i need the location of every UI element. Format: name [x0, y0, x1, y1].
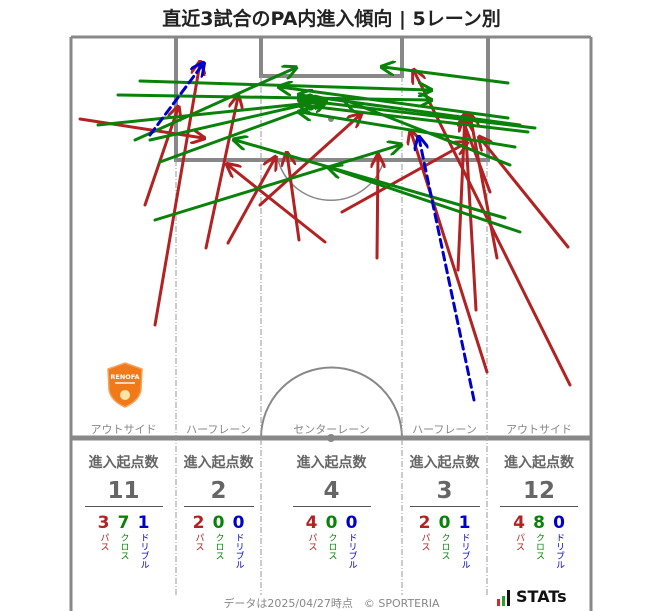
- cross-count: 8: [533, 513, 545, 533]
- pass-arrow: [456, 115, 465, 272]
- dribble-label: ドリブル: [346, 533, 357, 569]
- pass-label: パス: [193, 533, 204, 551]
- pass-count: 4: [305, 513, 318, 533]
- dribble-label: ドリブル: [233, 533, 244, 569]
- cross-arrow: [330, 168, 522, 234]
- cross-count: 0: [212, 513, 225, 533]
- pass-arrow: [228, 165, 327, 244]
- dribble-count: 0: [345, 513, 358, 533]
- lane-label-right-halfspace: ハーフレーン: [412, 423, 477, 436]
- pass-arrow: [377, 156, 378, 260]
- lane-stats-left-outside: 進入起点数 11 3 パス 7 クロス 1 ドリブル: [71, 452, 176, 569]
- cross-count: 0: [325, 513, 338, 533]
- stat-header: 進入起点数: [504, 455, 574, 471]
- cross-label: クロス: [534, 533, 544, 560]
- pass-count: 2: [192, 513, 205, 533]
- dribble-label: ドリブル: [459, 533, 470, 569]
- dribble-arrow: [148, 64, 203, 137]
- cross-arrow: [383, 67, 510, 85]
- pitch-lines: [69, 35, 593, 611]
- pass-arrow: [411, 132, 489, 374]
- cross-arrow: [300, 95, 522, 127]
- page-title: 直近3試合のPA内進入傾向 | 5レーン別: [162, 8, 501, 30]
- cross-arrow: [116, 95, 430, 100]
- lane-stats-center: 進入起点数 4 4 パス 0 クロス 0 ドリブル: [261, 452, 402, 569]
- stat-header: 進入起点数: [183, 455, 254, 471]
- stat-header: 進入起点数: [296, 455, 367, 471]
- cross-label: クロス: [326, 533, 337, 560]
- pass-arrow: [470, 115, 499, 260]
- pass-arrow: [226, 158, 275, 245]
- dribble-label: ドリブル: [554, 533, 564, 569]
- cross-label: クロス: [439, 533, 450, 560]
- cross-arrow: [235, 140, 507, 220]
- logo-bar-icon: [507, 590, 510, 606]
- pass-label: パス: [419, 533, 430, 551]
- lane-label-left-halfspace: ハーフレーン: [186, 423, 251, 436]
- dribble-count: 0: [553, 513, 565, 533]
- dribble-count: 0: [232, 513, 245, 533]
- pass-label: パス: [98, 533, 109, 551]
- dribble-arrow: [419, 138, 476, 402]
- cross-arrow: [153, 145, 400, 222]
- pass-arrow: [78, 117, 203, 138]
- lane-stats-right-outside: 進入起点数 12 4 パス 8 クロス 0 ドリブル: [487, 452, 591, 569]
- pass-count: 3: [97, 513, 110, 533]
- cross-arrow: [300, 112, 517, 149]
- cross-count: 7: [117, 513, 130, 533]
- cross-arrow: [96, 102, 320, 127]
- cross-label: クロス: [118, 533, 129, 560]
- entry-count: 4: [292, 478, 371, 507]
- pass-arrow: [480, 138, 570, 249]
- cross-arrow: [133, 68, 295, 142]
- pass-label: パス: [306, 533, 317, 551]
- stat-header: 進入起点数: [409, 455, 480, 471]
- stat-header: 進入起点数: [88, 455, 159, 471]
- lane-label-right-outside: アウトサイド: [506, 423, 572, 436]
- lane-stats-left-halfspace: 進入起点数 2 2 パス 0 クロス 0 ドリブル: [176, 452, 261, 569]
- cross-arrow: [148, 100, 325, 142]
- brand-name: STATs: [516, 587, 567, 606]
- logo-bar-icon: [497, 599, 500, 606]
- dribble-count: 1: [458, 513, 471, 533]
- entry-count: 2: [183, 478, 254, 507]
- pass-count: 2: [418, 513, 431, 533]
- logo-bar-icon: [502, 596, 505, 606]
- pass-arrow: [153, 63, 200, 327]
- lane-label-left-outside: アウトサイド: [90, 423, 157, 436]
- pass-arrow: [258, 115, 360, 207]
- dribble-count: 1: [137, 513, 150, 533]
- stats-logo: STATs: [497, 588, 567, 606]
- svg-text:RENOFA: RENOFA: [110, 373, 139, 381]
- dribble-label: ドリブル: [138, 533, 149, 569]
- cross-arrow: [300, 105, 530, 134]
- pass-arrow: [340, 143, 466, 214]
- entry-count: 12: [500, 478, 578, 507]
- pass-label: パス: [514, 533, 524, 551]
- pass-count: 4: [513, 513, 525, 533]
- lane-label-center: センターレーン: [293, 423, 370, 436]
- pass-arrow: [287, 154, 301, 242]
- cross-arrow: [345, 100, 512, 167]
- cross-arrow: [300, 100, 537, 130]
- entry-count: 11: [84, 478, 163, 507]
- lane-stats-right-halfspace: 進入起点数 3 2 パス 0 クロス 1 ドリブル: [402, 452, 487, 569]
- cross-count: 0: [438, 513, 451, 533]
- cross-label: クロス: [213, 533, 224, 560]
- entry-count: 3: [409, 478, 480, 507]
- cross-arrow: [280, 87, 510, 120]
- footer-credit: データは2025/04/27時点 © SPORTERIA: [223, 597, 440, 610]
- team-badge-icon: RENOFA: [107, 362, 143, 408]
- entry-arrows: [78, 63, 572, 402]
